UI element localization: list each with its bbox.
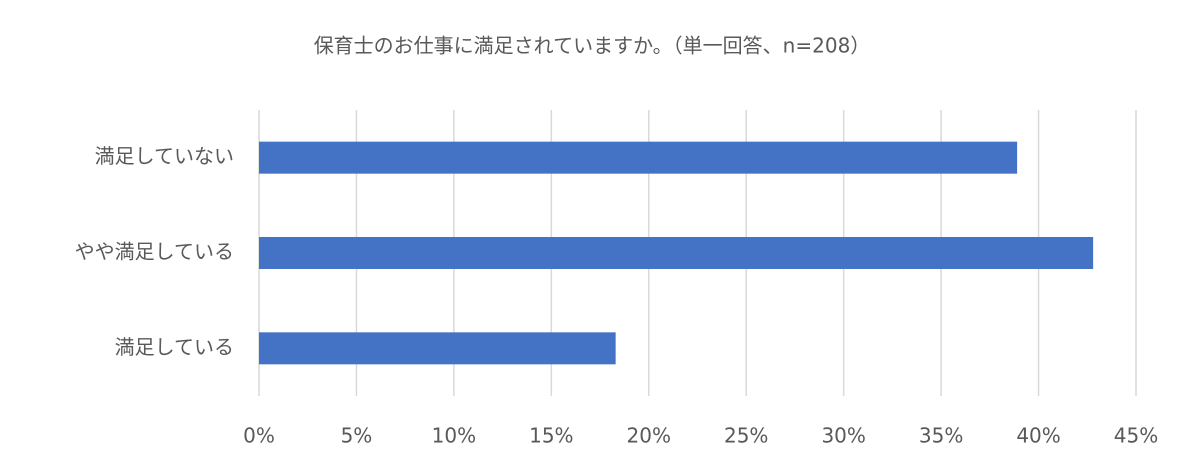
x-tick-label: 30%	[821, 424, 865, 448]
y-tick-label: やや満足している	[75, 240, 234, 264]
x-tick-label: 15%	[529, 424, 573, 448]
y-tick-label: 満足している	[115, 335, 234, 359]
bar	[259, 141, 1018, 174]
chart-title: 保育士のお仕事に満足されていますか。（単一回答、n=208）	[314, 34, 871, 58]
x-tick-label: 10%	[432, 424, 476, 448]
y-tick-label: 満足していない	[95, 144, 234, 168]
x-tick-label: 35%	[919, 424, 963, 448]
x-tick-label: 25%	[724, 424, 768, 448]
x-tick-label: 5%	[341, 424, 373, 448]
x-tick-label: 20%	[627, 424, 671, 448]
x-tick-label: 45%	[1114, 424, 1158, 448]
x-tick-label: 40%	[1016, 424, 1060, 448]
bar	[259, 237, 1094, 269]
bar	[259, 332, 616, 365]
x-tick-label: 0%	[243, 424, 275, 448]
